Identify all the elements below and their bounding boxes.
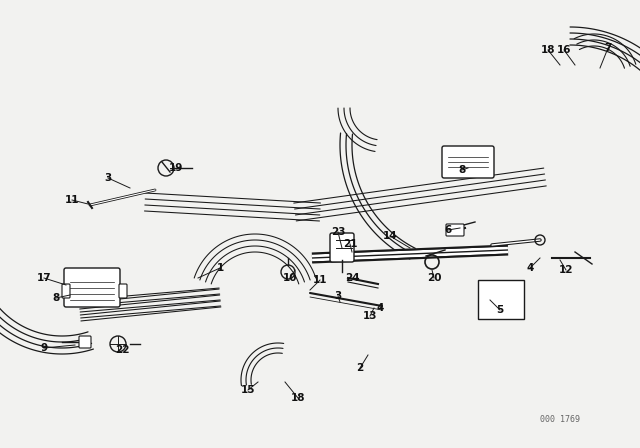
Text: 11: 11 [313, 275, 327, 285]
Text: 2: 2 [356, 363, 364, 373]
Text: 8: 8 [458, 165, 466, 175]
FancyBboxPatch shape [330, 233, 354, 262]
Text: 24: 24 [345, 273, 359, 283]
Text: 9: 9 [40, 343, 47, 353]
Text: 5: 5 [497, 305, 504, 315]
Text: 11: 11 [65, 195, 79, 205]
Text: 17: 17 [36, 273, 51, 283]
Text: 20: 20 [427, 273, 441, 283]
FancyBboxPatch shape [62, 284, 70, 298]
Text: 12: 12 [559, 265, 573, 275]
FancyBboxPatch shape [119, 284, 127, 298]
Text: 1: 1 [216, 263, 223, 273]
Text: 22: 22 [115, 345, 129, 355]
Text: 16: 16 [557, 45, 572, 55]
FancyBboxPatch shape [478, 280, 524, 319]
Text: 10: 10 [283, 273, 297, 283]
Text: 7: 7 [604, 43, 612, 53]
FancyBboxPatch shape [446, 224, 464, 236]
Text: 21: 21 [343, 239, 357, 249]
Text: 6: 6 [444, 225, 452, 235]
FancyBboxPatch shape [64, 268, 120, 307]
Text: 13: 13 [363, 311, 377, 321]
Text: 8: 8 [52, 293, 60, 303]
Text: 3: 3 [104, 173, 111, 183]
FancyBboxPatch shape [442, 146, 494, 178]
Text: 23: 23 [331, 227, 345, 237]
Text: 14: 14 [383, 231, 397, 241]
FancyBboxPatch shape [79, 336, 91, 348]
Text: 18: 18 [541, 45, 556, 55]
Text: 000 1769: 000 1769 [540, 415, 580, 425]
Text: 19: 19 [169, 163, 183, 173]
Text: 4: 4 [376, 303, 384, 313]
Text: 15: 15 [241, 385, 255, 395]
Text: 3: 3 [334, 291, 342, 301]
Text: 18: 18 [291, 393, 305, 403]
Text: 4: 4 [526, 263, 534, 273]
